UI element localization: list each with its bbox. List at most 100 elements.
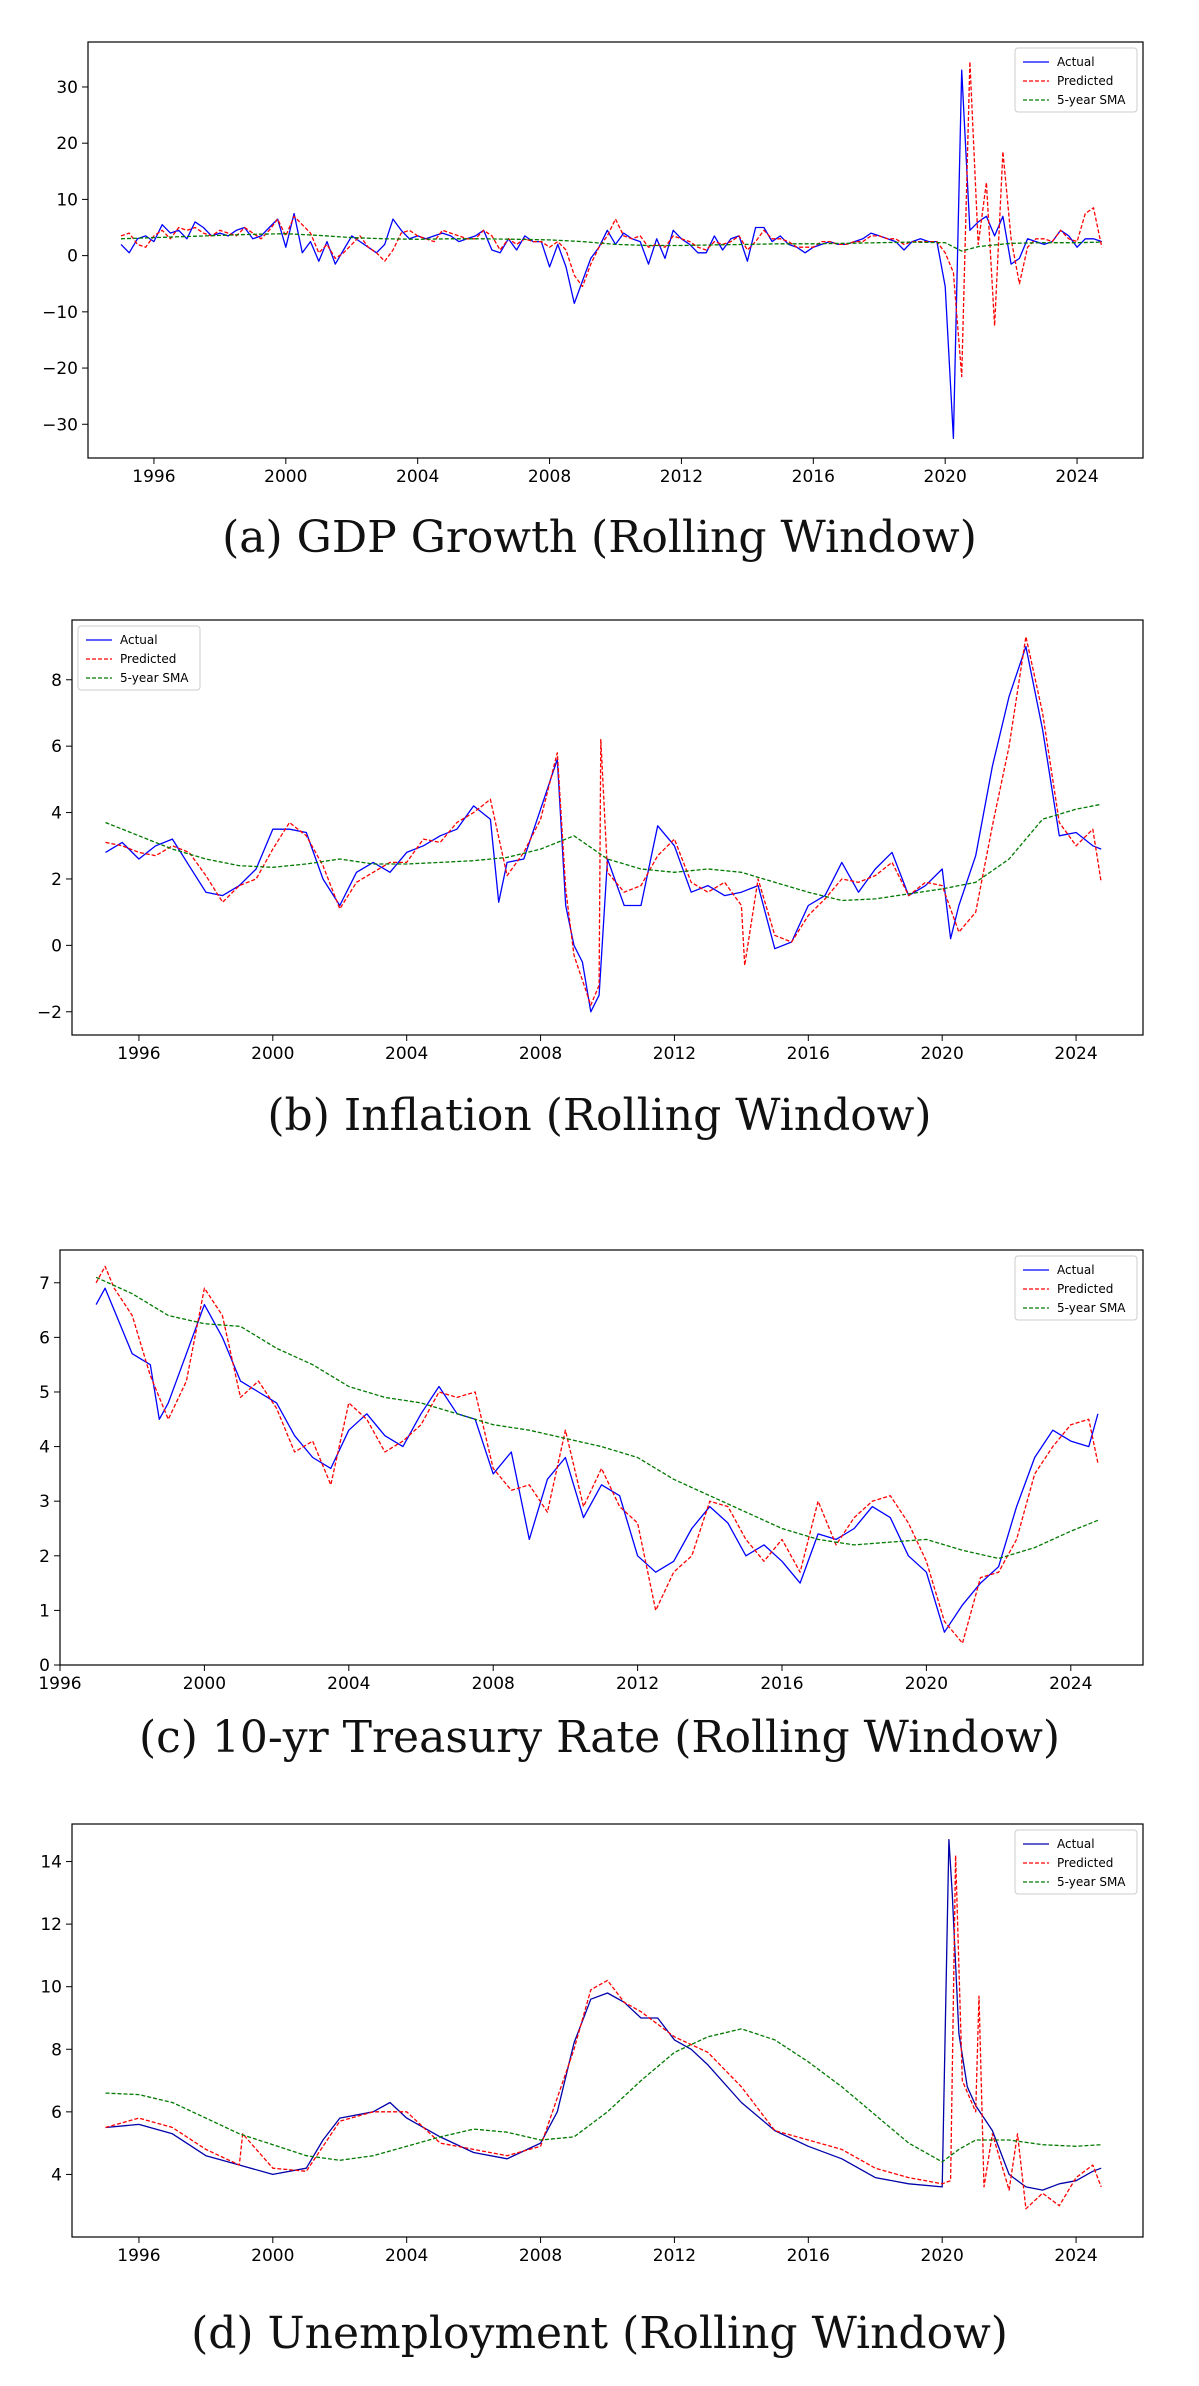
y-tick-label: 30	[56, 78, 78, 98]
y-tick-label: 4	[51, 2165, 62, 2185]
legend-box	[1014, 1829, 1138, 1895]
legend-label: Actual	[1057, 1837, 1095, 1851]
x-tick-label: 2004	[385, 2246, 428, 2266]
legend-label: Predicted	[1057, 74, 1113, 88]
x-tick-label: 2024	[1054, 2246, 1097, 2266]
legend-label: Predicted	[120, 652, 176, 666]
series-group	[105, 635, 1102, 1013]
chart-panel-unemployment: 1996 2000 2004 2008 2012 2016 2020 2024 4 6 8 10 12 1…	[0, 1800, 1199, 2386]
chart-caption: (d) Unemployment (Rolling Window)	[191, 2308, 1008, 2359]
chart-legend: Actual Predicted 5-year SMA	[1014, 1829, 1138, 1895]
legend-label: 5-year SMA	[1057, 1301, 1126, 1315]
x-tick-label: 2000	[251, 1044, 294, 1064]
y-tick-label: 7	[39, 1274, 50, 1294]
x-tick-label: 2000	[264, 467, 307, 487]
y-tick-label: 4	[39, 1438, 50, 1458]
x-tick-label: 1996	[132, 467, 175, 487]
x-tick-label: 2000	[251, 2246, 294, 2266]
x-tick-label: 2012	[653, 2246, 696, 2266]
y-tick-label: 4	[51, 804, 62, 824]
y-tick-label: 10	[40, 1978, 62, 1998]
y-tick-label: 5	[39, 1383, 50, 1403]
x-tick-label: 2016	[760, 1674, 803, 1694]
x-tick-label: 2020	[905, 1674, 948, 1694]
x-tick-label: 2012	[660, 467, 703, 487]
x-tick-label: 2008	[528, 467, 571, 487]
series-line-actual	[120, 69, 1103, 439]
y-tick-label: 1	[39, 1601, 50, 1621]
chart-panel-gdp: 1996 2000 2004 2008 2012 2016 2020 2024 −30 −20 −1…	[0, 0, 1199, 580]
y-tick-label: 10	[56, 190, 78, 210]
x-tick-label: 2000	[183, 1674, 226, 1694]
y-tick-label: 2	[39, 1547, 50, 1567]
legend-label: Actual	[1057, 1263, 1095, 1277]
x-tick-label: 2024	[1054, 1044, 1097, 1064]
y-tick-label: −20	[42, 359, 78, 379]
series-line-5-year-sma	[105, 803, 1102, 902]
series-line-5-year-sma	[105, 2028, 1102, 2163]
series-line-predicted	[105, 635, 1102, 1006]
x-tick-label: 2008	[472, 1674, 515, 1694]
legend-box	[1014, 47, 1138, 113]
chart-panel-treasury: 1996 2000 2004 2008 2012 2016 2020 2024 0 1 2 3 4 5 6 7…	[0, 1200, 1199, 1800]
series-group	[95, 1265, 1099, 1644]
chart-svg: 1996 2000 2004 2008 2012 2016 2020 2024 −30 −20 −1…	[42, 41, 1144, 487]
y-tick-label: −10	[42, 303, 78, 323]
y-tick-label: 0	[67, 247, 78, 267]
y-tick-label: −30	[42, 415, 78, 435]
legend-label: Predicted	[1057, 1282, 1113, 1296]
plot-frame	[71, 619, 1144, 1036]
x-tick-label: 2004	[396, 467, 439, 487]
chart-caption: (b) Inflation (Rolling Window)	[267, 1090, 932, 1141]
chart-svg: 1996 2000 2004 2008 2012 2016 2020 2024 0 1 2 3 4 5 6 7…	[38, 1249, 1144, 1694]
legend-label: 5-year SMA	[120, 671, 189, 685]
chart-caption: (c) 10-yr Treasury Rate (Rolling Window)	[138, 1712, 1061, 1763]
legend-label: Predicted	[1057, 1856, 1113, 1870]
y-tick-label: 14	[40, 1853, 62, 1873]
chart-legend: Actual Predicted 5-year SMA	[1014, 47, 1138, 113]
series-group	[105, 1838, 1102, 2210]
legend-box	[1014, 1255, 1138, 1321]
x-tick-label: 2016	[787, 2246, 830, 2266]
x-tick-label: 2008	[519, 1044, 562, 1064]
x-tick-label: 2024	[1055, 467, 1098, 487]
legend-label: Actual	[120, 633, 158, 647]
legend-label: 5-year SMA	[1057, 93, 1126, 107]
chart-svg: 1996 2000 2004 2008 2012 2016 2020 2024 4 6 8 10 12 1…	[40, 1823, 1144, 2266]
x-tick-label: 2016	[792, 467, 835, 487]
y-tick-label: 12	[40, 1915, 62, 1935]
chart-legend: Actual Predicted 5-year SMA	[1014, 1255, 1138, 1321]
series-line-predicted	[105, 1854, 1102, 2210]
y-tick-label: 8	[51, 2040, 62, 2060]
series-line-actual	[105, 1838, 1102, 2191]
chart-svg: 1996 2000 2004 2008 2012 2016 2020 2024−202468A…	[37, 619, 1144, 1064]
x-tick-label: 2008	[519, 2246, 562, 2266]
series-line-predicted	[120, 61, 1103, 378]
x-tick-label: 2020	[921, 2246, 964, 2266]
series-line-actual	[105, 645, 1102, 1013]
y-tick-label: −2	[37, 1003, 62, 1023]
legend-box	[77, 625, 201, 691]
series-line-5-year-sma	[120, 233, 1102, 252]
y-tick-label: 6	[51, 737, 62, 757]
x-tick-label: 2012	[653, 1044, 696, 1064]
plot-frame	[59, 1249, 1144, 1666]
x-tick-label: 1996	[117, 2246, 160, 2266]
y-tick-label: 0	[51, 936, 62, 956]
x-tick-label: 2016	[787, 1044, 830, 1064]
y-tick-label: 20	[56, 134, 78, 154]
x-tick-label: 2004	[385, 1044, 428, 1064]
legend-label: 5-year SMA	[1057, 1875, 1126, 1889]
y-tick-label: 0	[39, 1656, 50, 1676]
series-line-5-year-sma	[95, 1276, 1099, 1560]
x-tick-label: 2004	[327, 1674, 370, 1694]
legend-label: Actual	[1057, 55, 1095, 69]
series-line-predicted	[95, 1265, 1099, 1644]
chart-panel-inflation: 1996 2000 2004 2008 2012 2016 2020 2024 −2 0 2 4 6 8 A…	[0, 580, 1199, 1180]
y-tick-label: 6	[39, 1328, 50, 1348]
x-tick-label: 1996	[117, 1044, 160, 1064]
x-tick-label: 1996	[38, 1674, 81, 1694]
x-tick-label: 2024	[1049, 1674, 1092, 1694]
x-tick-label: 2020	[924, 467, 967, 487]
chart-caption: (a) GDP Growth (Rolling Window)	[222, 512, 977, 563]
